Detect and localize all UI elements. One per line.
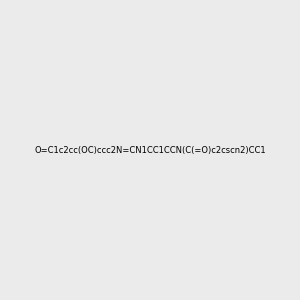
Text: O=C1c2cc(OC)ccc2N=CN1CC1CCN(C(=O)c2cscn2)CC1: O=C1c2cc(OC)ccc2N=CN1CC1CCN(C(=O)c2cscn2… — [34, 146, 266, 154]
